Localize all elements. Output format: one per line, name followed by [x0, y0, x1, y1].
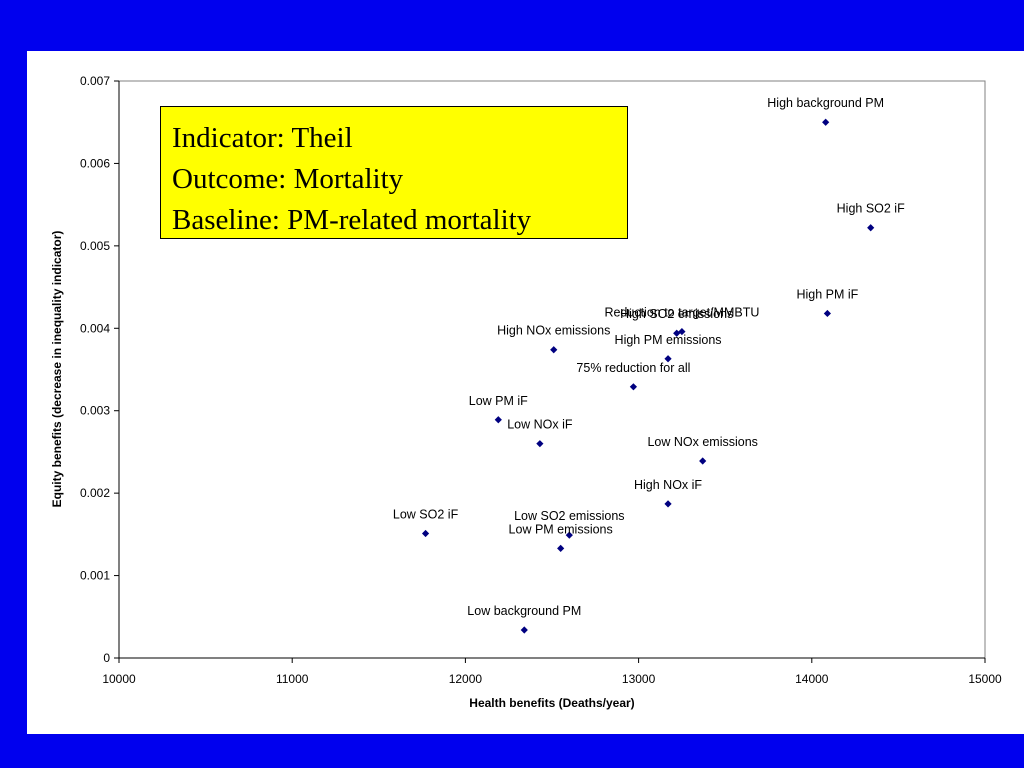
data-point-marker: [421, 529, 430, 538]
data-point-label: High NOx iF: [634, 478, 702, 492]
data-point-label: High PM iF: [796, 287, 858, 301]
data-point-label: Low PM iF: [469, 394, 528, 408]
data-point-marker: [822, 118, 830, 126]
x-axis-title: Health benefits (Deaths/year): [469, 696, 634, 710]
data-point-label: Reduction to target/MMBTU: [604, 306, 759, 320]
data-point-label: Low NOx iF: [507, 418, 573, 432]
data-point-label: Low background PM: [467, 604, 581, 618]
info-line-outcome: Outcome: Mortality: [172, 163, 404, 195]
data-point-label: High NOx emissions: [497, 324, 610, 338]
slide-panel: 0 0.001 0.002 0.003 0.004 0.005 0.006 0.007 100…: [27, 51, 1024, 734]
y-tick-label: 0.001: [80, 569, 110, 583]
y-tick-label: 0.004: [80, 321, 110, 335]
info-line-indicator: Indicator: Theil: [172, 122, 353, 154]
y-tick-label: 0.003: [80, 404, 110, 418]
data-point-label: High background PM: [767, 96, 884, 110]
data-point-label: Low PM emissions: [509, 522, 613, 536]
data-point-marker: [629, 383, 638, 391]
data-point-label: High PM emissions: [615, 333, 722, 347]
y-axis-ticks: 0 0.001 0.002 0.003 0.004 0.005 0.006 0.007: [80, 74, 119, 665]
point-labels: High background PM High SO2 iF High PM iF R…: [393, 96, 905, 618]
x-tick-label: 14000: [795, 672, 829, 686]
data-point-marker: [664, 355, 672, 363]
y-tick-label: 0: [103, 651, 110, 665]
data-point-label: 75% reduction for all: [576, 361, 690, 375]
x-tick-label: 15000: [968, 672, 1002, 686]
data-point-marker: [664, 500, 672, 508]
data-point-marker: [823, 309, 831, 318]
y-tick-label: 0.005: [80, 239, 110, 253]
data-point-marker: [520, 626, 528, 634]
x-tick-label: 11000: [276, 672, 309, 686]
data-point-marker: [699, 457, 707, 465]
y-tick-label: 0.006: [80, 156, 110, 170]
data-point-marker: [557, 544, 565, 552]
data-point-label: Low SO2 iF: [393, 508, 459, 522]
data-points: [421, 118, 875, 634]
data-point-label: High SO2 iF: [837, 202, 905, 216]
data-point-marker: [550, 346, 558, 354]
x-tick-label: 13000: [622, 672, 656, 686]
y-tick-label: 0.007: [80, 74, 110, 88]
data-point-label: High SO2 emissions: [620, 307, 733, 321]
data-point-marker: [565, 531, 573, 539]
data-point-label: Low SO2 emissions: [514, 509, 624, 523]
info-line-baseline: Baseline: PM-related mortality: [172, 204, 532, 236]
data-point-marker: [678, 327, 686, 336]
x-tick-label: 10000: [102, 672, 136, 686]
x-axis-ticks: 10000 11000 12000 13000 14000 15000: [102, 658, 1002, 686]
info-box: Indicator: Theil Outcome: Mortality Base…: [160, 106, 628, 239]
data-point-marker: [673, 329, 681, 337]
x-tick-label: 12000: [449, 672, 483, 686]
data-point-marker: [536, 440, 544, 448]
y-tick-label: 0.002: [80, 486, 110, 500]
data-point-marker: [867, 224, 875, 232]
y-axis-title: Equity benefits (decrease in inequality …: [50, 231, 64, 508]
data-point-label: Low NOx emissions: [647, 435, 757, 449]
data-point-marker: [494, 416, 502, 424]
